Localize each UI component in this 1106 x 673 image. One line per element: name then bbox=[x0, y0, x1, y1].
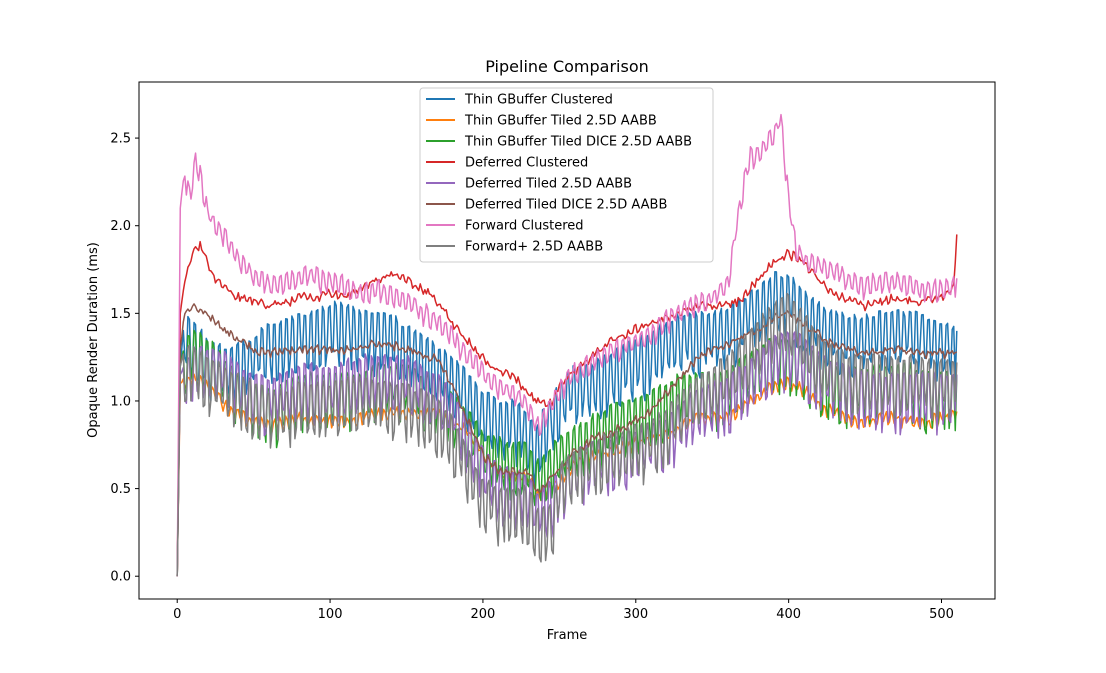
series-layer bbox=[176, 113, 958, 577]
x-tick-label: 400 bbox=[776, 607, 801, 622]
plot-frame bbox=[138, 81, 996, 600]
legend-entry-label: Forward Clustered bbox=[465, 219, 584, 234]
y-tick-label: 1.5 bbox=[110, 307, 131, 322]
legend-box bbox=[419, 87, 714, 263]
chart-title: Pipeline Comparison bbox=[485, 57, 649, 76]
legend-entry-label: Thin GBuffer Tiled DICE 2.5D AABB bbox=[464, 135, 692, 150]
legend-entry-label: Forward+ 2.5D AABB bbox=[465, 240, 603, 255]
legend: Thin GBuffer Clustered Thin GBuffer Tiled… bbox=[419, 87, 714, 263]
x-tick-label: 500 bbox=[929, 607, 954, 622]
x-tick-label: 300 bbox=[623, 607, 648, 622]
x-tick-label: 100 bbox=[318, 607, 343, 622]
legend-entry-label: Deferred Clustered bbox=[465, 156, 588, 171]
y-tick-label: 2.5 bbox=[110, 132, 131, 147]
x-tick-label: 0 bbox=[173, 607, 181, 622]
y-axis-label: Opaque Render Duration (ms) bbox=[86, 242, 101, 438]
y-tick-label: 1.0 bbox=[110, 394, 131, 409]
y-tick-label: 0.0 bbox=[110, 570, 131, 585]
series-line-4 bbox=[176, 234, 958, 577]
legend-entry-label: Deferred Tiled 2.5D AABB bbox=[465, 177, 632, 192]
legend-entry-label: Deferred Tiled DICE 2.5D AABB bbox=[465, 198, 667, 213]
legend-entry-label: Thin GBuffer Clustered bbox=[464, 93, 613, 108]
y-tick-label: 2.0 bbox=[110, 219, 131, 234]
y-tick-label: 0.5 bbox=[110, 482, 131, 497]
series-line-7 bbox=[176, 113, 958, 577]
series-line-8 bbox=[176, 292, 958, 577]
x-axis: 0 100 200 300 400 500 bbox=[173, 599, 954, 622]
x-axis-label: Frame bbox=[547, 628, 588, 643]
x-tick-label: 200 bbox=[471, 607, 496, 622]
y-axis: 0.0 0.5 1.0 1.5 2.0 2.5 bbox=[110, 132, 139, 585]
legend-entry-label: Thin GBuffer Tiled 2.5D AABB bbox=[464, 114, 657, 129]
